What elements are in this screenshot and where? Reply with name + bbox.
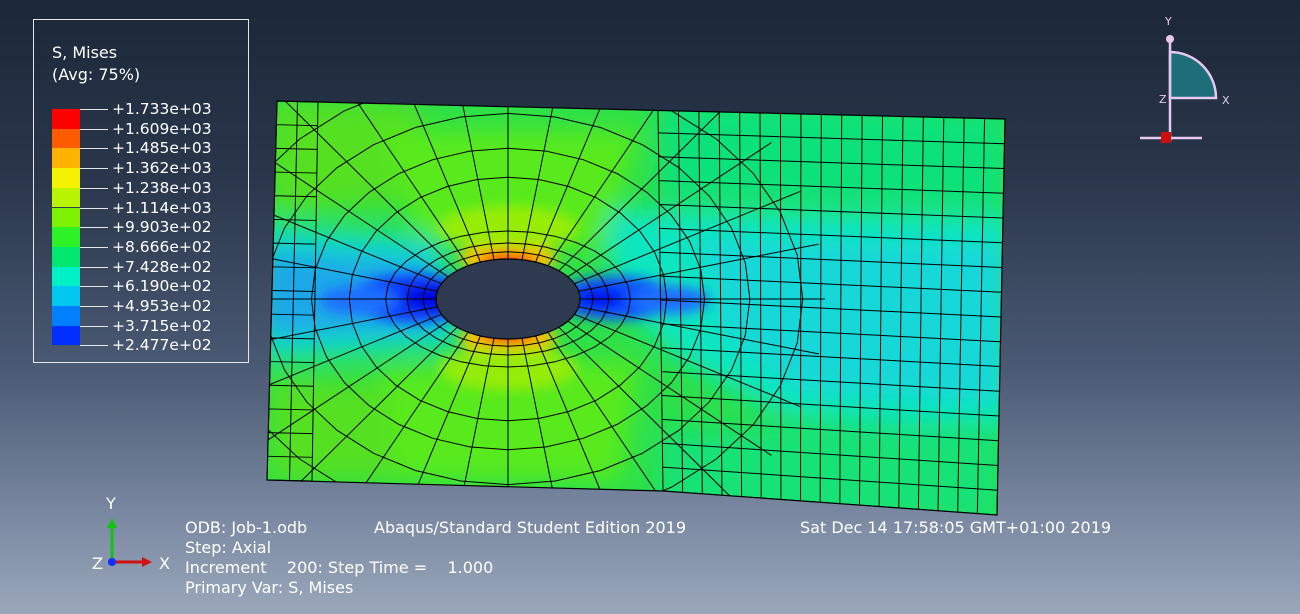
- legend-title: S, Mises: [52, 43, 118, 62]
- legend-label: +1.485e+03: [112, 139, 212, 158]
- x-axis-label: X: [159, 554, 170, 573]
- origin-marker: [1161, 132, 1171, 143]
- legend-tick: [80, 187, 108, 189]
- view-triad[interactable]: Y X Z: [1130, 12, 1240, 152]
- legend-tick: [80, 128, 108, 130]
- legend-label: +1.114e+03: [112, 198, 212, 217]
- primary-var-text: Primary Var: S, Mises: [185, 578, 354, 597]
- legend-tick: [80, 148, 108, 150]
- legend-label: +1.609e+03: [112, 119, 212, 138]
- legend-swatch: [52, 306, 80, 326]
- legend-swatch: [52, 128, 80, 149]
- legend-label: +3.715e+02: [112, 316, 212, 335]
- view-cube-quadrant: [1168, 50, 1218, 100]
- increment-text: Increment 200: Step Time = 1.000: [185, 558, 494, 577]
- legend-swatch: [52, 207, 80, 228]
- legend-tick: [80, 325, 108, 327]
- step-text: Step: Axial: [185, 538, 272, 557]
- legend-tick: [80, 345, 108, 347]
- legend-tick: [80, 246, 108, 248]
- legend-tick: [80, 286, 108, 288]
- view-z-label: Z: [1159, 93, 1167, 106]
- legend-tick: [80, 168, 108, 170]
- legend-label: +8.666e+02: [112, 237, 212, 256]
- edition-text: Abaqus/Standard Student Edition 2019: [374, 518, 687, 537]
- hole: [435, 258, 581, 340]
- legend-tick: [80, 207, 108, 209]
- legend-label: +1.362e+03: [112, 159, 212, 178]
- legend-swatch: [52, 266, 80, 287]
- view-x-label: X: [1222, 94, 1230, 107]
- legend-label: +7.428e+02: [112, 257, 212, 276]
- legend-swatch: [52, 325, 80, 346]
- datetime-text: Sat Dec 14 17:58:05 GMT+01:00 2019: [800, 518, 1112, 537]
- legend-label: +1.733e+03: [112, 100, 212, 118]
- legend-swatch: [52, 227, 80, 247]
- odb-name: ODB: Job-1.odb: [185, 518, 308, 537]
- legend-subtitle: (Avg: 75%): [52, 65, 141, 84]
- legend-swatch: [52, 109, 80, 129]
- legend-label: +6.190e+02: [112, 277, 212, 296]
- z-axis-dot: [108, 558, 116, 566]
- legend-tick: [80, 266, 108, 268]
- legend-label: +4.953e+02: [112, 297, 212, 315]
- plate-outline: [266, 100, 1006, 516]
- legend-label: +1.238e+03: [112, 178, 212, 197]
- legend-swatch: [52, 187, 80, 208]
- legend-swatch: [52, 286, 80, 306]
- legend-label: +2.477e+02: [112, 336, 212, 355]
- y-axis-label: Y: [105, 494, 116, 513]
- legend-swatch: [52, 148, 80, 169]
- legend-swatch: [52, 246, 80, 267]
- legend-tick: [80, 109, 108, 110]
- view-y-label: Y: [1164, 15, 1172, 28]
- stress-field: [267, 101, 1005, 515]
- coordinate-triad: Y X Z: [92, 494, 170, 573]
- legend-tick: [80, 306, 108, 307]
- legend-swatch: [52, 168, 80, 188]
- legend-tick: [80, 227, 108, 229]
- contour-legend[interactable]: S, Mises (Avg: 75%) +1.733e+03 +1.609e+03…: [33, 19, 249, 363]
- z-axis-label: Z: [92, 554, 103, 573]
- legend-label: +9.903e+02: [112, 218, 212, 237]
